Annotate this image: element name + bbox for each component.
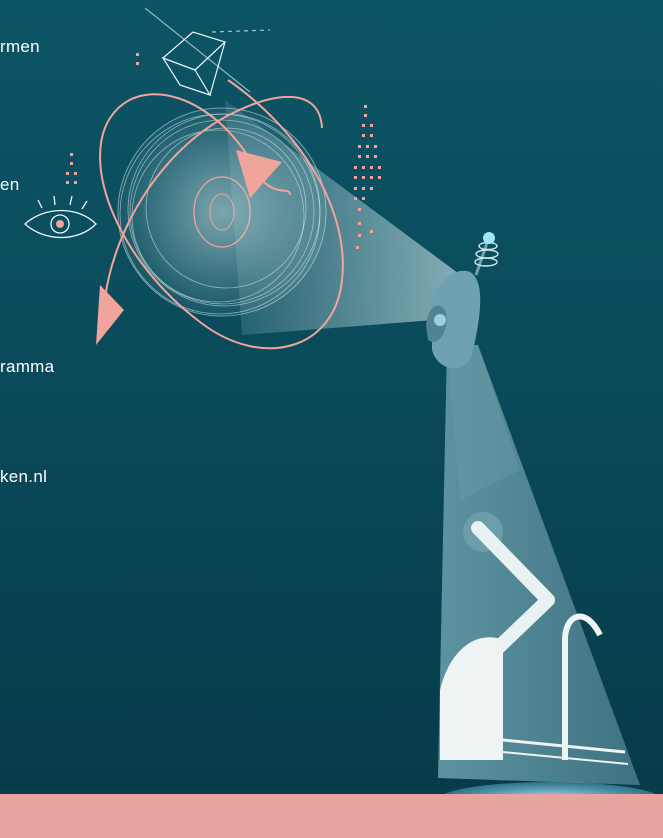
menu-link-fragment[interactable]: ken.nl: [0, 467, 48, 486]
dot-pattern: [66, 105, 381, 249]
menu-link-fragment[interactable]: ramma: [0, 357, 55, 376]
eye-icon: [24, 195, 97, 239]
cube-icon: [144, 7, 271, 97]
menu-link-fragment[interactable]: en: [0, 175, 20, 194]
robot: [426, 232, 662, 818]
bottom-band: [0, 794, 663, 838]
projector-beam: [225, 100, 470, 335]
menu-link-fragment[interactable]: rmen: [0, 37, 40, 56]
